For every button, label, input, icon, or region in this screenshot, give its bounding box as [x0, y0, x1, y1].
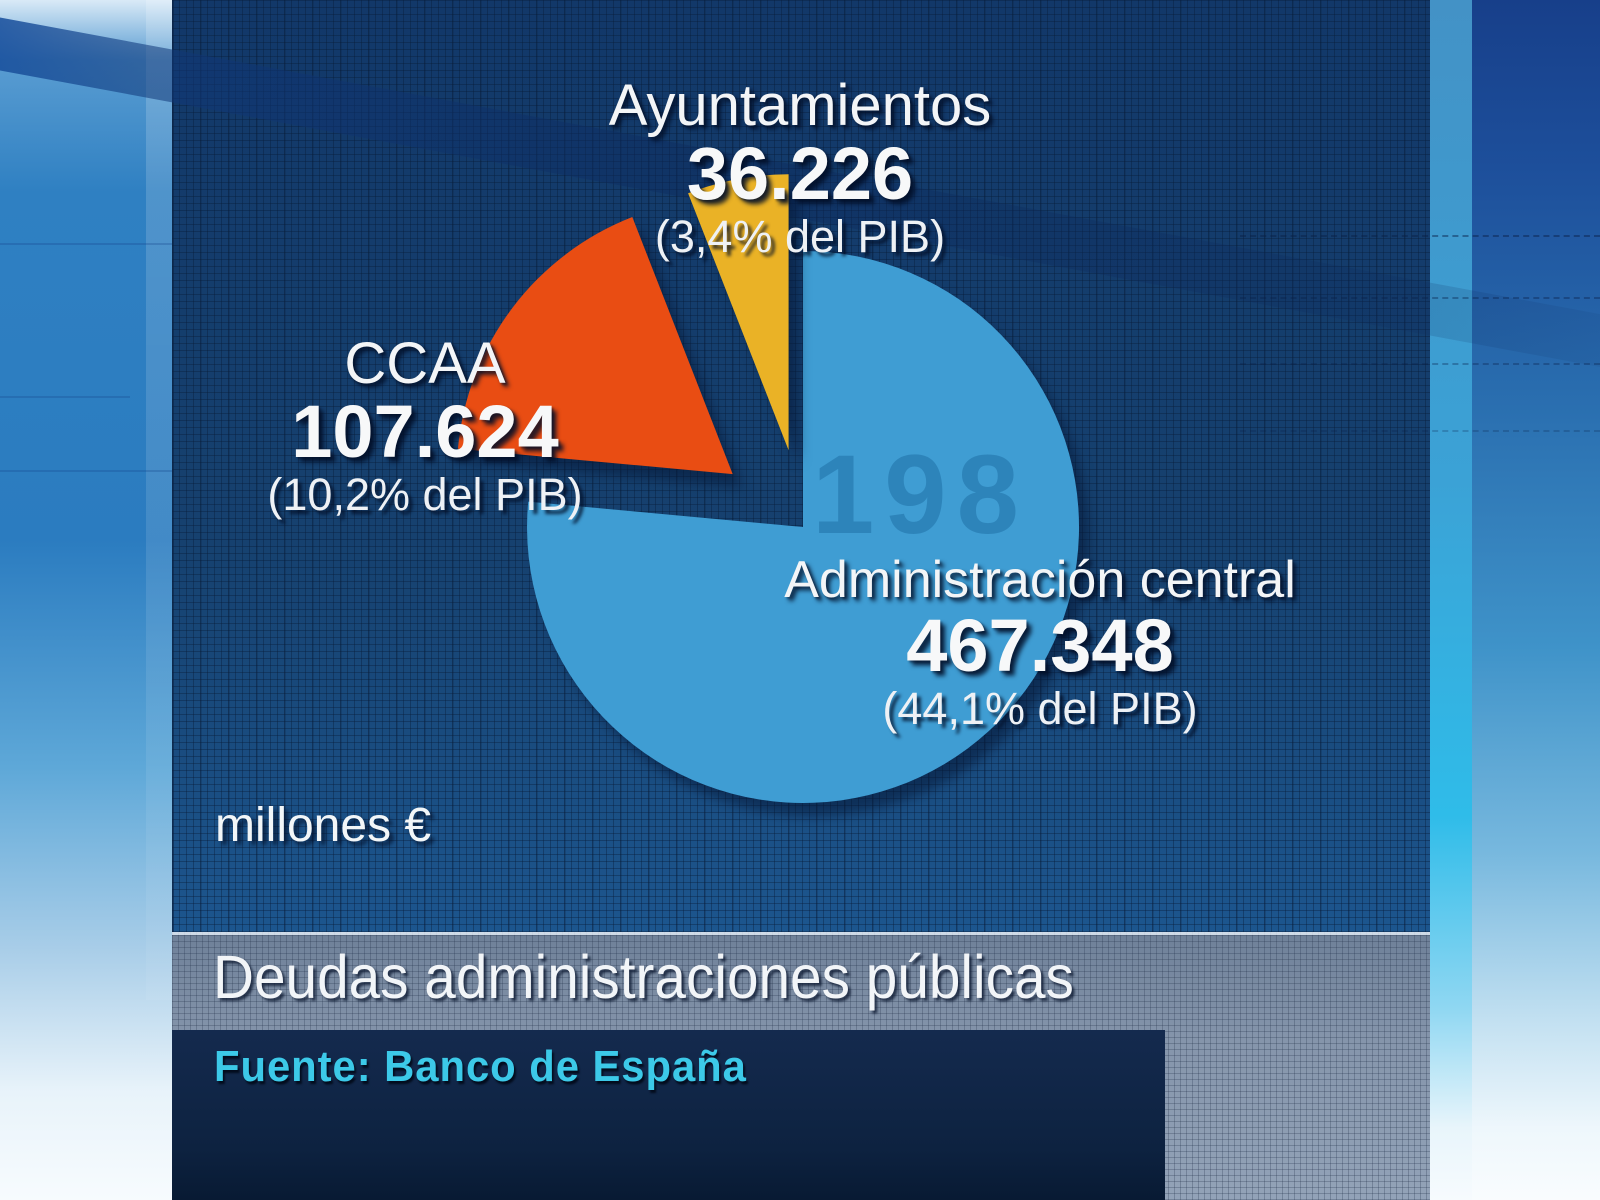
units-label: millones €: [215, 799, 432, 852]
slice-value: 36.226: [686, 132, 914, 216]
right-dashed-line: [1240, 430, 1600, 432]
slice-label: CCAA: [344, 331, 506, 396]
slice-label: Ayuntamientos: [608, 73, 992, 138]
right-bright-strip: [1430, 0, 1472, 1200]
chart-title: Deudas administraciones públicas: [213, 943, 1074, 1011]
pie-slice-ccaa: [457, 217, 733, 475]
left-panel-highlight: [146, 0, 172, 1000]
source-bar: [172, 1030, 1165, 1200]
slice-pct-gdp: (10,2% del PIB): [267, 468, 583, 520]
left-panel-line: [0, 396, 130, 398]
left-panel-line: [0, 243, 172, 245]
label-group-ccaa: CCAA 107.624 (10,2% del PIB): [125, 334, 725, 518]
pie-slice-administracion-central: [527, 251, 1080, 803]
slice-pct-gdp: (3,4% del PIB): [654, 210, 946, 262]
right-dashed-line: [1240, 297, 1600, 299]
left-panel-line: [0, 470, 172, 472]
slice-value: 467.348: [906, 604, 1174, 688]
label-group-ayuntamientos: Ayuntamientos 36.226 (3,4% del PIB): [500, 76, 1100, 260]
slice-label: Administración central: [784, 551, 1296, 609]
right-dashed-line: [1240, 235, 1600, 237]
slice-pct-gdp: (44,1% del PIB): [882, 682, 1198, 734]
right-gradient-panel: [1472, 0, 1600, 1200]
slice-value: 107.624: [291, 390, 559, 474]
ghost-watermark: 198: [812, 432, 1029, 557]
right-dashed-line: [1240, 363, 1600, 365]
left-gradient-panel: [0, 0, 172, 1200]
source-label: Fuente: Banco de España: [214, 1042, 747, 1091]
pie-slice-ayuntamientos: [688, 174, 789, 451]
label-group-administracion-central: Administración central 467.348 (44,1% de…: [740, 551, 1340, 734]
